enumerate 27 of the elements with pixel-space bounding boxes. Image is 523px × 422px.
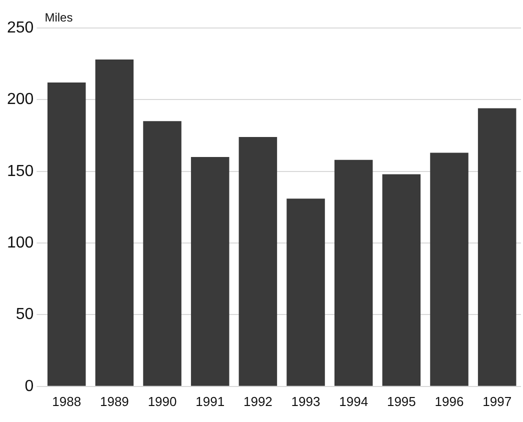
bar xyxy=(286,198,325,386)
x-tick-label: 1996 xyxy=(434,394,464,409)
y-tick-label: 200 xyxy=(6,91,34,108)
x-tick-label: 1995 xyxy=(386,394,416,409)
y-tick-label: 50 xyxy=(16,306,34,324)
x-tick-label: 1993 xyxy=(291,394,320,409)
x-tick-label: 1997 xyxy=(482,394,512,409)
x-tick-label: 1990 xyxy=(148,394,177,409)
bar xyxy=(238,136,278,386)
y-tick-label: 100 xyxy=(6,234,34,252)
bar xyxy=(478,108,516,386)
y-tick-label: 150 xyxy=(6,162,34,180)
bar xyxy=(95,60,134,386)
bar xyxy=(143,121,182,386)
y-tick-label: 250 xyxy=(6,19,34,36)
x-tick-label: 1994 xyxy=(339,394,368,409)
bar xyxy=(430,152,468,386)
bar xyxy=(47,82,86,386)
x-tick-label: 1988 xyxy=(52,394,82,409)
y-tick-label: 0 xyxy=(24,378,34,395)
x-tick-label: 1992 xyxy=(243,394,272,409)
bar xyxy=(334,160,373,386)
y-axis-title: Miles xyxy=(44,10,73,24)
x-tick-label: 1991 xyxy=(196,394,225,409)
x-tick-label: 1989 xyxy=(100,394,129,409)
bar xyxy=(190,157,230,386)
bar xyxy=(382,174,421,386)
